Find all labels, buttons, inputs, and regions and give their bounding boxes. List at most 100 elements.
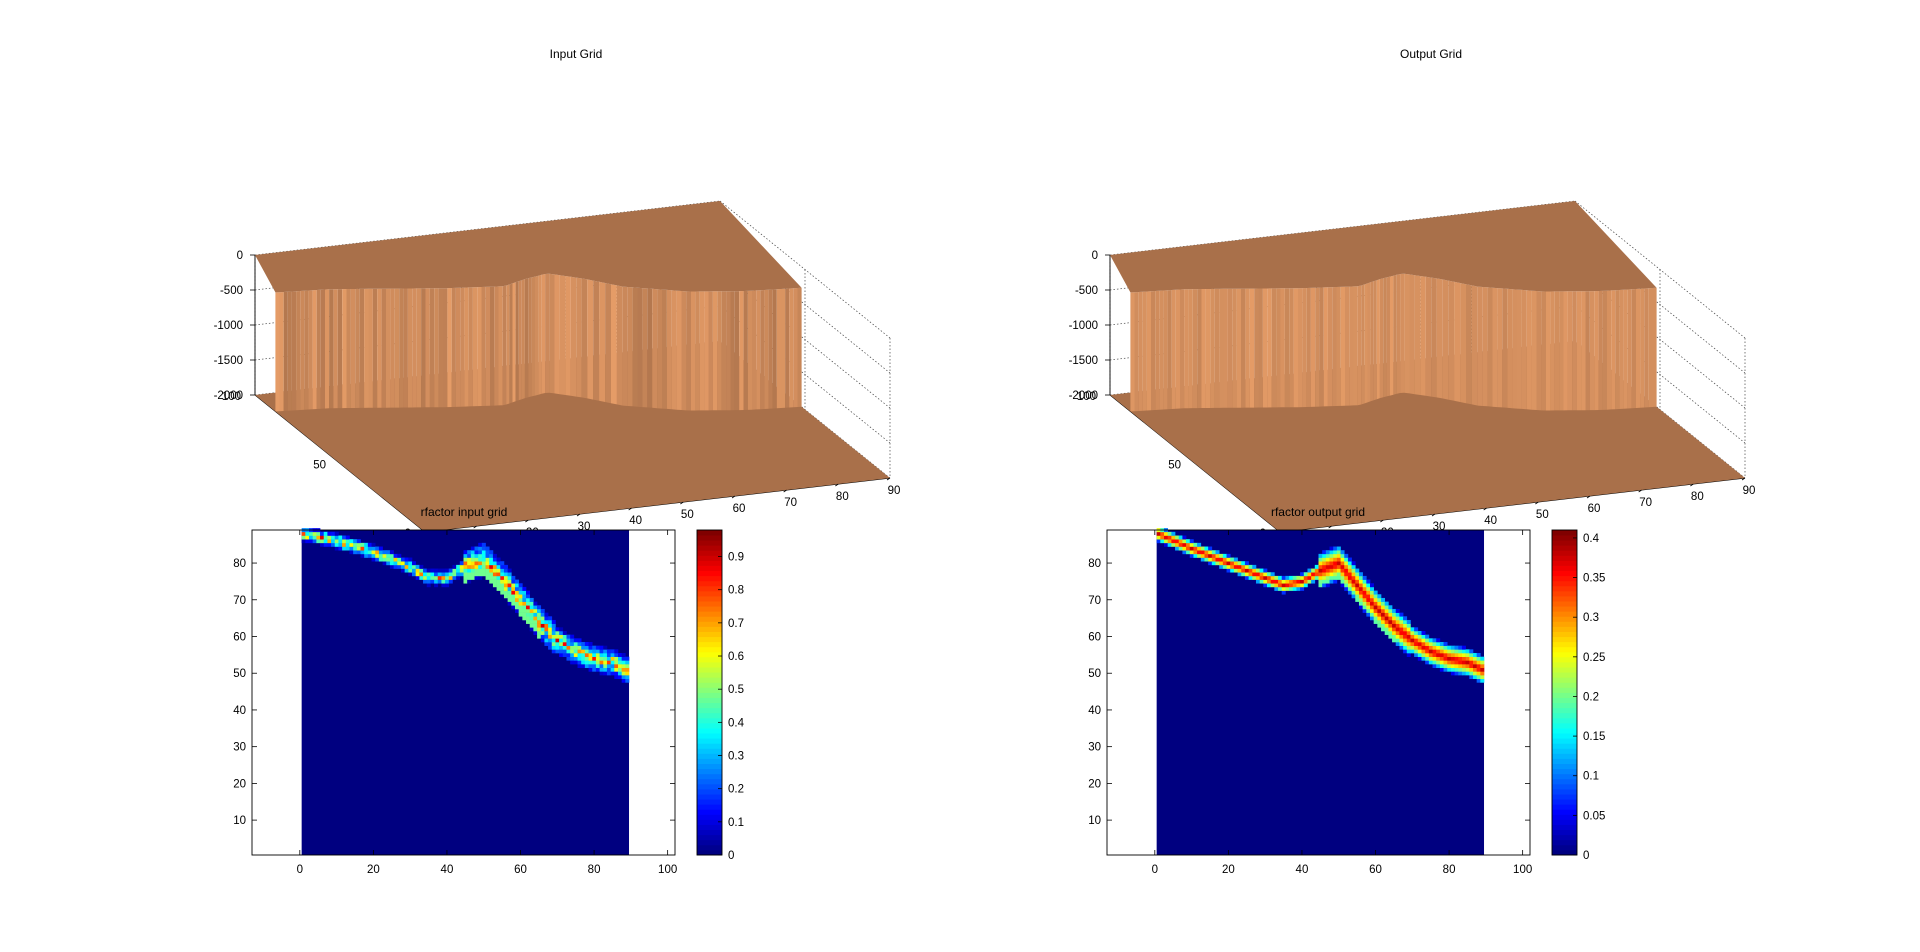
heatmap-cell bbox=[503, 590, 508, 595]
surface-wall-strip bbox=[283, 291, 288, 411]
heatmap-cell bbox=[577, 664, 582, 669]
heatmap-cell bbox=[551, 630, 556, 635]
heatmap-cell bbox=[540, 630, 545, 635]
heatmap-cell bbox=[1329, 550, 1334, 555]
heatmap-cell bbox=[518, 583, 523, 588]
heatmap-cell bbox=[1175, 539, 1180, 544]
heatmap-cell bbox=[515, 579, 519, 584]
heatmap-cell bbox=[526, 601, 531, 606]
colorbar-cell bbox=[1552, 616, 1577, 622]
heatmap-cell bbox=[551, 638, 556, 643]
heatmap-cell bbox=[566, 656, 571, 661]
surface-wall-strip bbox=[1345, 286, 1350, 406]
heatmap-cell bbox=[533, 612, 538, 617]
heatmap-cell bbox=[559, 653, 564, 657]
surface-wall-strip bbox=[545, 273, 550, 393]
heatmap-cell bbox=[625, 675, 630, 680]
heatmap-cell bbox=[1333, 546, 1338, 551]
surface-wall-strip bbox=[1598, 290, 1603, 410]
x-tick-label: 100 bbox=[1513, 864, 1532, 876]
heatmap-cell bbox=[1344, 568, 1349, 573]
heatmap-cell bbox=[481, 553, 486, 558]
surface-escarpment bbox=[1130, 273, 1657, 412]
surface-wall-strip bbox=[752, 290, 757, 410]
heatmap-cell bbox=[478, 561, 483, 566]
heatmap-cell bbox=[316, 539, 321, 544]
heatmap-cell bbox=[345, 535, 350, 540]
heatmap-cell bbox=[610, 664, 615, 669]
chart-title: rfactor output grid bbox=[1271, 505, 1365, 519]
colorbar-cell bbox=[697, 717, 722, 724]
heatmap-cell bbox=[452, 564, 457, 569]
heatmap-cell bbox=[323, 535, 328, 540]
heatmap-cell bbox=[584, 664, 589, 669]
heatmap-cell bbox=[353, 542, 358, 547]
heatmap-cell bbox=[470, 557, 475, 562]
heatmap-cell bbox=[625, 656, 630, 661]
colorbar-cell bbox=[697, 687, 722, 693]
heatmap-cell bbox=[1303, 583, 1308, 588]
heatmap-cell bbox=[548, 627, 553, 632]
heatmap-cell bbox=[382, 553, 387, 558]
colorbar-cell bbox=[697, 712, 722, 719]
heatmap-cell bbox=[595, 660, 600, 665]
x-tick bbox=[576, 513, 581, 517]
y-tick-label: 100 bbox=[1077, 391, 1096, 403]
heatmap-cell bbox=[500, 568, 505, 573]
heatmap-cell bbox=[584, 642, 589, 646]
surface-wall-strip bbox=[1245, 288, 1250, 408]
heatmap-cell bbox=[1373, 594, 1378, 599]
surface-wall-strip bbox=[1507, 288, 1513, 409]
heatmap-cell bbox=[1450, 671, 1455, 676]
heatmap-cell bbox=[515, 605, 519, 610]
surface-wall-strip bbox=[1315, 287, 1320, 407]
heatmap-cell bbox=[1377, 605, 1382, 610]
heatmap-cell bbox=[1355, 579, 1360, 584]
heatmap-cell bbox=[1255, 568, 1260, 573]
heatmap-cell bbox=[397, 561, 402, 566]
heatmap-cell bbox=[1439, 656, 1444, 661]
heatmap-cell bbox=[375, 553, 380, 558]
heatmap-cell bbox=[503, 579, 508, 584]
surface-wall-strip bbox=[581, 278, 588, 399]
heatmap-cell bbox=[526, 590, 531, 595]
heatmap-cell bbox=[367, 550, 372, 555]
colorbar-cell bbox=[1552, 834, 1577, 841]
heatmap-cell bbox=[382, 550, 387, 555]
colorbar-cell bbox=[1552, 672, 1577, 678]
heatmap-cell bbox=[389, 564, 394, 569]
colorbar-cell bbox=[1552, 722, 1577, 729]
colorbar-cell bbox=[1552, 530, 1577, 536]
heatmap-cell bbox=[1381, 627, 1386, 632]
colorbar-cell bbox=[1552, 702, 1577, 709]
heatmap-cell bbox=[1384, 616, 1389, 621]
x-tick bbox=[628, 507, 632, 511]
heatmap-cell bbox=[1355, 583, 1360, 588]
x-tick bbox=[1690, 483, 1694, 487]
colorbar-cell bbox=[1552, 651, 1577, 658]
heatmap-cell bbox=[404, 568, 409, 573]
colorbar-cell bbox=[697, 631, 722, 638]
heatmap-cell bbox=[426, 568, 431, 573]
heatmap-cell bbox=[1175, 535, 1180, 540]
colorbar-cell bbox=[697, 809, 722, 815]
heatmap-cell bbox=[1370, 608, 1374, 613]
surface-wall-strip bbox=[541, 274, 546, 394]
heatmap-cell bbox=[1362, 575, 1367, 580]
heatmap-cell bbox=[1421, 649, 1426, 654]
heatmap-cell bbox=[1410, 630, 1415, 635]
heatmap-cell bbox=[1358, 594, 1363, 599]
colorbar-cell bbox=[697, 849, 722, 856]
heatmap-cell bbox=[1333, 561, 1338, 566]
heatmap-cell bbox=[1370, 583, 1374, 588]
heatmap-cell bbox=[467, 561, 472, 566]
heatmap-cell bbox=[1200, 557, 1205, 562]
heatmap-cell bbox=[463, 553, 468, 558]
heatmap-cell bbox=[1428, 638, 1433, 643]
colorbar-cell bbox=[1552, 768, 1577, 775]
heatmap-cell bbox=[364, 550, 369, 555]
heatmap-cell bbox=[496, 568, 501, 573]
heatmap-cell bbox=[1325, 550, 1330, 555]
heatmap-cell bbox=[1200, 553, 1205, 558]
surface-escarpment bbox=[275, 273, 802, 412]
